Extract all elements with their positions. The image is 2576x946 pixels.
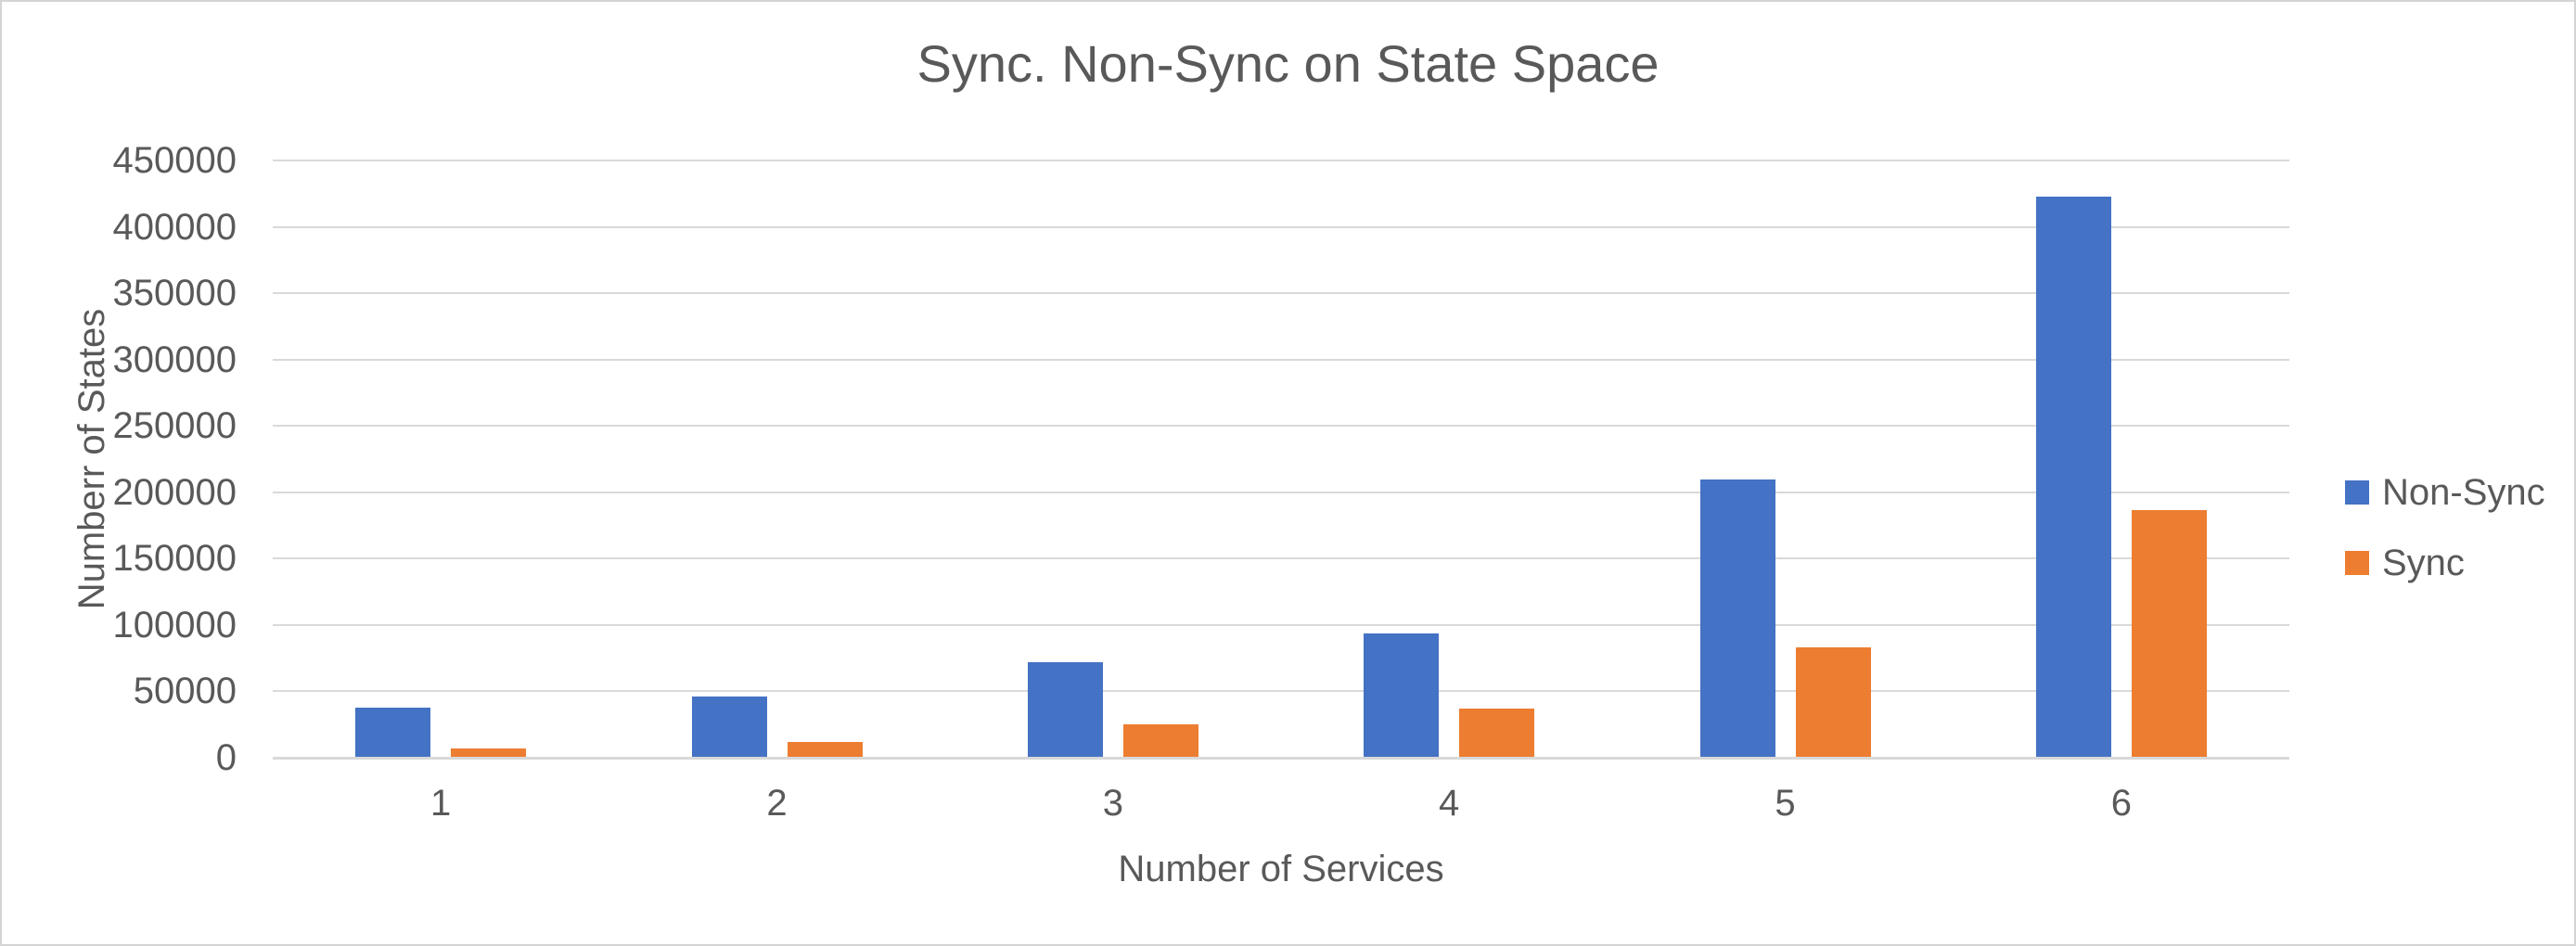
x-category-label-5: 5	[1775, 783, 1796, 824]
x-category-label-6: 6	[2110, 783, 2132, 824]
bar-non-sync-group-4	[1364, 633, 1440, 758]
gridline-150000	[273, 557, 2289, 560]
plot-area	[273, 160, 2289, 758]
legend-label-sync: Sync	[2382, 542, 2465, 583]
gridline-50000	[273, 690, 2289, 693]
x-category-label-4: 4	[1439, 783, 1460, 824]
bar-sync-group-2	[787, 741, 863, 758]
gridline-300000	[273, 358, 2289, 361]
bar-sync-group-3	[1122, 724, 1198, 758]
bar-non-sync-group-1	[355, 708, 431, 758]
gridline-450000	[273, 160, 2289, 161]
bar-sync-group-1	[451, 748, 527, 758]
y-tick-label-50000: 50000	[133, 671, 237, 712]
x-axis-title: Number of Services	[1118, 849, 1444, 889]
y-tick-label-200000: 200000	[112, 471, 237, 513]
legend-item-non-sync: Non-Sync	[2345, 469, 2545, 516]
x-category-label-2: 2	[766, 783, 788, 824]
gridline-350000	[273, 292, 2289, 295]
legend-item-sync: Sync	[2345, 540, 2545, 586]
legend-swatch-non-sync	[2345, 480, 2369, 505]
legend-label-non-sync: Non-Sync	[2382, 471, 2545, 513]
x-category-label-3: 3	[1102, 783, 1123, 824]
y-tick-label-400000: 400000	[112, 206, 237, 248]
y-tick-label-350000: 350000	[112, 273, 237, 314]
gridline-250000	[273, 425, 2289, 428]
gridline-100000	[273, 623, 2289, 626]
y-tick-label-100000: 100000	[112, 604, 237, 646]
bar-sync-group-5	[1795, 647, 1871, 758]
gridline-200000	[273, 491, 2289, 493]
gridline-400000	[273, 225, 2289, 228]
y-tick-label-150000: 150000	[112, 538, 237, 580]
y-axis-title: Numberr of States	[71, 308, 112, 610]
legend: Non-Sync Sync	[2345, 469, 2545, 586]
y-tick-label-250000: 250000	[112, 405, 237, 447]
y-tick-label-0: 0	[215, 737, 237, 778]
bar-sync-group-6	[2131, 510, 2207, 758]
bar-sync-group-4	[1459, 709, 1535, 758]
bar-non-sync-group-6	[2035, 196, 2111, 758]
chart-title: Sync. Non-Sync on State Space	[916, 34, 1660, 93]
bar-non-sync-group-3	[1027, 661, 1103, 758]
legend-swatch-sync	[2345, 551, 2369, 575]
bar-non-sync-group-2	[691, 697, 767, 758]
x-category-label-1: 1	[430, 783, 452, 824]
y-tick-label-450000: 450000	[112, 140, 237, 181]
bar-non-sync-group-5	[1699, 479, 1775, 758]
x-axis-line	[273, 757, 2289, 760]
y-tick-label-300000: 300000	[112, 339, 237, 380]
